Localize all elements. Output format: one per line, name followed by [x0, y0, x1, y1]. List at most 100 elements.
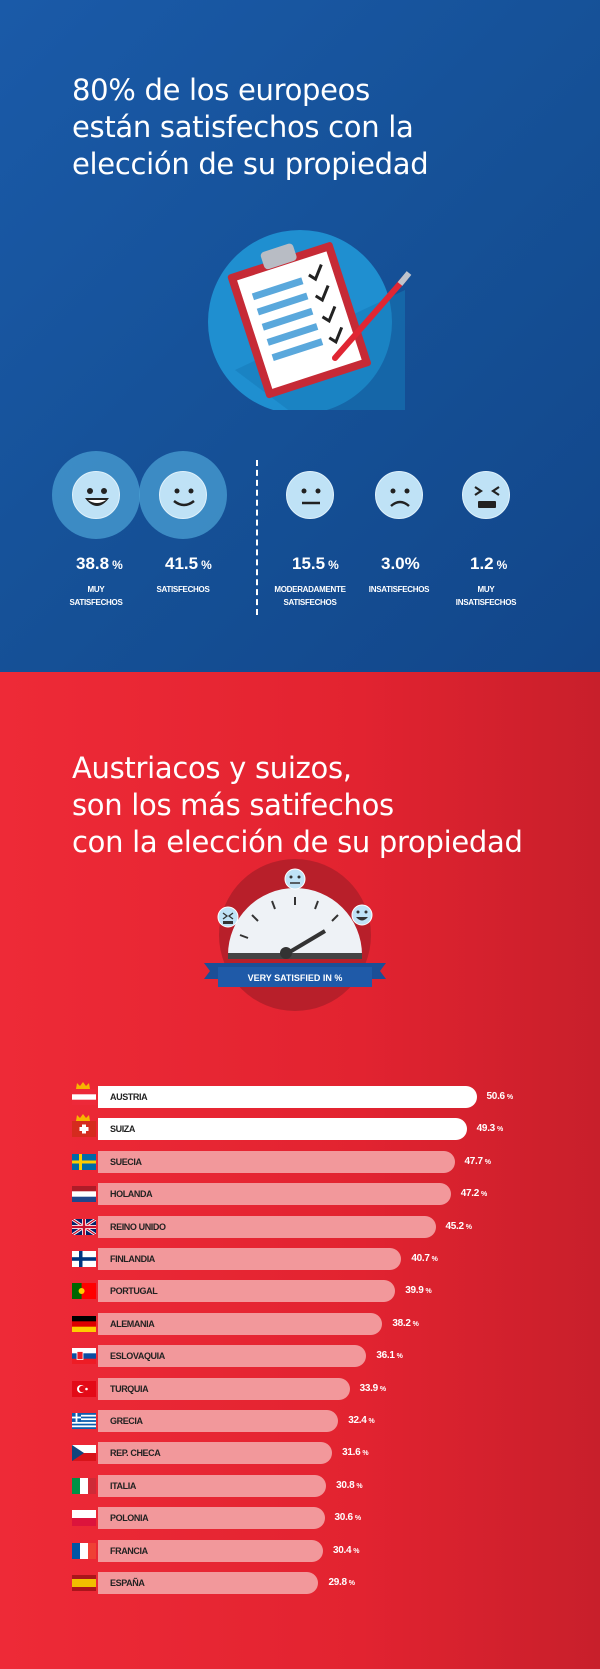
- bar-value-unit: %: [506, 1094, 513, 1101]
- bar-value-number: 45.2: [445, 1220, 465, 1232]
- country-label: FRANCIA: [110, 1545, 148, 1556]
- bar-reino-unido: [98, 1215, 436, 1238]
- bar-value-number: 30.6: [334, 1512, 354, 1524]
- caption-line: MODERADAMENTE: [274, 585, 346, 594]
- country-label: SUIZA: [110, 1124, 136, 1135]
- turkey-flag-icon: [72, 1380, 96, 1397]
- country-label: REINO UNIDO: [110, 1221, 166, 1232]
- bar-value-unit: %: [480, 1191, 487, 1199]
- bar-alemania: [98, 1312, 383, 1335]
- bar-value-unit: %: [353, 1547, 360, 1555]
- bar-value-number: 29.8: [328, 1577, 347, 1588]
- bar-francia: [98, 1539, 324, 1562]
- crown-icon: [75, 1077, 91, 1095]
- section2-title: Austriacos y suizos, son los más satifec…: [72, 750, 523, 861]
- title-line: 80% de los europeos: [72, 73, 370, 107]
- bar-value-label: 31.6%: [342, 1442, 369, 1464]
- bar-value-unit: %: [425, 1288, 432, 1296]
- bar-value-label: 32.4%: [348, 1410, 375, 1432]
- bar-value-unit: %: [379, 1385, 386, 1393]
- bar-value-unit: %: [496, 1126, 503, 1134]
- country-section: Austriacos y suizos, son los más satifec…: [0, 672, 600, 1669]
- percent-number: 38.8: [76, 554, 110, 573]
- bar-value-number: 31.6: [342, 1447, 361, 1459]
- bar-grecia: [98, 1410, 339, 1432]
- caption-line: SATISFECHOS: [69, 598, 123, 607]
- pen-icon: [332, 271, 412, 361]
- country-label: ESPAÑA: [110, 1578, 145, 1588]
- bar-value-label: 39.9%: [405, 1280, 432, 1302]
- title-line: están satisfechos con la: [72, 110, 414, 144]
- neutral-face-icon: [286, 471, 334, 519]
- country-label: SUECIA: [110, 1156, 142, 1167]
- bar-value-label: 50.6%: [486, 1086, 514, 1108]
- caption-line: SATISFECHOS: [283, 598, 337, 607]
- big-smile-face-icon: [72, 471, 120, 519]
- bar-value-label: 30.4%: [333, 1540, 360, 1562]
- section1-title: 80% de los europeos están satisfechos co…: [72, 72, 429, 183]
- percent-value: 15.5%: [292, 554, 339, 574]
- bar-value-label: 49.3%: [476, 1118, 504, 1140]
- percent-number: 41.5: [165, 554, 199, 573]
- czech-flag-icon: [72, 1445, 96, 1462]
- bar-value-label: 30.8%: [336, 1475, 363, 1497]
- country-label: ITALIA: [110, 1480, 136, 1491]
- satisfaction-caption: MODERADAMENTE SATISFECHOS: [265, 583, 355, 609]
- bar-value-number: 39.9: [405, 1285, 424, 1297]
- bar-value-number: 47.7: [464, 1155, 484, 1167]
- percent-number: 15.5: [292, 554, 326, 573]
- satisfaction-section: 80% de los europeos están satisfechos co…: [0, 0, 600, 672]
- bar-holanda: [98, 1183, 451, 1206]
- austria-flag-icon: [72, 1089, 96, 1105]
- title-line: Austriacos y suizos,: [72, 751, 352, 785]
- sweden-flag-icon: [72, 1153, 96, 1170]
- finland-flag-icon: [72, 1251, 96, 1267]
- satisfaction-caption: MUY INSATISFECHOS: [441, 583, 531, 609]
- percent-unit: %: [112, 558, 123, 572]
- percent-value: 1.2%: [470, 554, 507, 574]
- slovakia-flag-icon: [72, 1348, 96, 1365]
- bar-portugal: [98, 1280, 396, 1303]
- bar-value-unit: %: [368, 1418, 375, 1425]
- percent-value: 41.5%: [165, 554, 212, 574]
- bar-value-number: 49.3: [476, 1123, 496, 1135]
- italy-flag-icon: [72, 1477, 96, 1494]
- clipboard-illustration: [208, 230, 412, 410]
- bar-value-number: 32.4: [348, 1415, 367, 1426]
- bar-value-unit: %: [412, 1320, 419, 1328]
- caption-line: MUY: [477, 585, 495, 594]
- bar-españa: [98, 1572, 319, 1594]
- very-sad-face-icon: [462, 471, 510, 519]
- country-label: REP. CHECA: [110, 1448, 161, 1459]
- germany-flag-icon: [72, 1315, 96, 1332]
- bar-value-number: 40.7: [411, 1253, 430, 1264]
- percent-number: 1.2: [470, 554, 494, 573]
- bar-value-unit: %: [356, 1482, 363, 1490]
- title-line: con la elección de su propiedad: [72, 825, 523, 859]
- bar-value-label: 36.1%: [376, 1345, 403, 1367]
- country-label: GRECIA: [110, 1416, 143, 1426]
- smile-face-icon: [159, 471, 207, 519]
- country-label: TURQUIA: [110, 1383, 149, 1394]
- greece-flag-icon: [72, 1413, 96, 1429]
- bar-polonia: [98, 1507, 325, 1530]
- netherlands-flag-icon: [72, 1186, 96, 1203]
- title-line: elección de su propiedad: [72, 147, 429, 181]
- switzerland-flag-icon: [72, 1121, 96, 1138]
- bar-value-label: 29.8%: [328, 1572, 355, 1594]
- percent-unit: %: [496, 558, 508, 572]
- bar-value-label: 38.2%: [392, 1313, 419, 1335]
- country-label: POLONIA: [110, 1513, 149, 1524]
- bar-value-unit: %: [354, 1515, 361, 1523]
- bar-value-number: 30.4: [333, 1544, 352, 1556]
- bar-finlandia: [98, 1248, 402, 1270]
- bar-value-number: 38.2: [392, 1317, 411, 1329]
- satisfaction-caption: MUY SATISFECHOS: [51, 583, 141, 609]
- bar-value-number: 47.2: [460, 1188, 480, 1200]
- percent-number: 3.0%: [381, 554, 420, 573]
- bar-value-number: 50.6: [486, 1091, 506, 1102]
- bar-value-unit: %: [431, 1256, 438, 1263]
- country-label: ESLOVAQUIA: [110, 1351, 165, 1362]
- caption-line: INSATISFECHOS: [368, 585, 430, 594]
- bar-value-number: 33.9: [359, 1382, 379, 1394]
